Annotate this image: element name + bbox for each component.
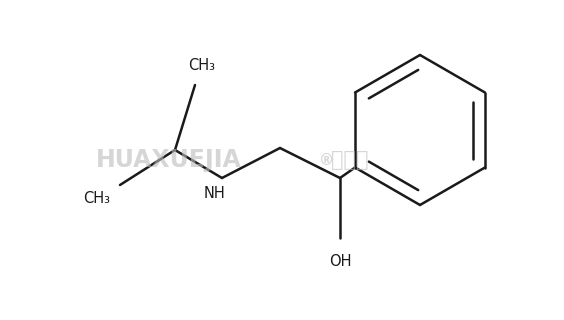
Text: CH₃: CH₃	[83, 190, 111, 205]
Text: ®: ®	[319, 153, 334, 167]
Text: CH₃: CH₃	[188, 58, 215, 73]
Text: OH: OH	[329, 254, 351, 269]
Text: HUAXUEJIA: HUAXUEJIA	[96, 148, 242, 172]
Text: NH: NH	[204, 186, 226, 201]
Text: 化学加: 化学加	[331, 150, 368, 170]
